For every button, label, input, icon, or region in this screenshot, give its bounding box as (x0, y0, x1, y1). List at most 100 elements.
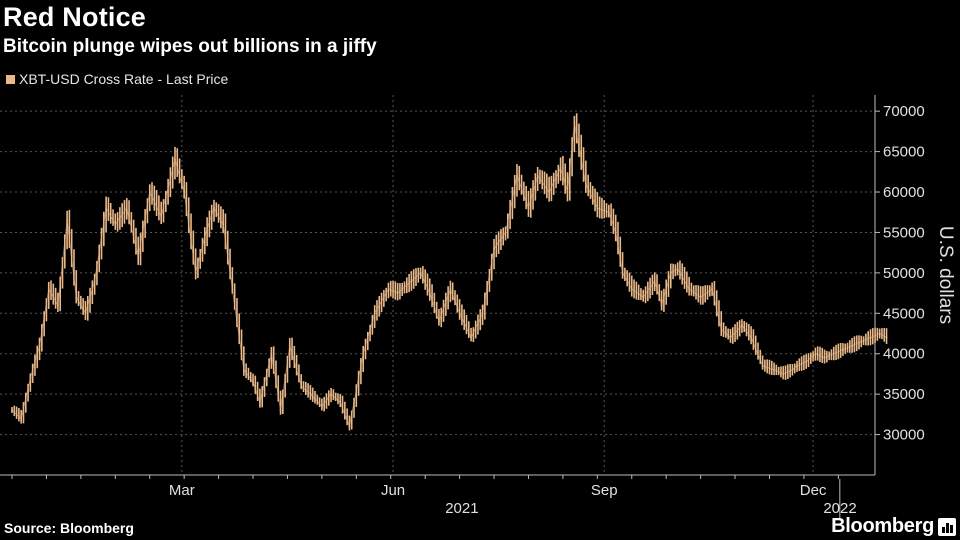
price-point (66, 219, 68, 222)
price-point (860, 340, 863, 343)
price-point (842, 348, 844, 351)
bloomberg-icon (938, 518, 956, 536)
price-point (20, 417, 23, 420)
price-point (791, 368, 794, 371)
price-point (125, 207, 128, 210)
price-point (559, 166, 562, 169)
price-point (438, 320, 440, 323)
year-label: 2021 (445, 500, 478, 517)
price-point (630, 288, 633, 290)
price-point (114, 223, 117, 226)
price-point (470, 336, 472, 339)
price-point (823, 356, 826, 359)
price-point (750, 336, 753, 339)
price-point (105, 207, 108, 210)
price-point (174, 158, 176, 161)
price-point (279, 409, 282, 412)
price-point (527, 207, 530, 210)
price-point (449, 288, 452, 290)
price-point (878, 332, 881, 335)
price-point (711, 288, 713, 290)
price-point (869, 336, 872, 339)
price-point (596, 207, 599, 210)
price-point (38, 344, 41, 347)
price-point (536, 174, 539, 177)
price-point (660, 304, 663, 307)
y-tick-label: 50000 (883, 265, 925, 282)
x-tick-label: Mar (169, 482, 195, 499)
price-point (814, 352, 817, 355)
price-point (548, 191, 551, 193)
price-point (84, 312, 87, 315)
price-point (741, 324, 743, 327)
price-point (137, 255, 140, 258)
y-tick-label: 45000 (883, 305, 925, 322)
price-point (419, 271, 422, 274)
y-tick-label: 55000 (883, 224, 925, 241)
chart-subtitle: Bitcoin plunge wipes out billions in a j… (3, 36, 377, 57)
price-point (270, 352, 273, 355)
x-tick-label: Dec (800, 482, 827, 499)
price-point (584, 183, 587, 185)
brand-logo: Bloomberg (831, 515, 934, 537)
price-point (676, 267, 679, 270)
x-tick-label: Sep (591, 482, 618, 499)
price-point (231, 288, 234, 290)
x-tick-label: Jun (381, 482, 405, 499)
price-point (206, 227, 209, 230)
price-point (504, 231, 507, 234)
price-point (362, 352, 365, 355)
price-point (796, 364, 798, 367)
y-tick-label: 70000 (883, 103, 925, 120)
y-tick-label: 60000 (883, 184, 925, 201)
price-point (699, 296, 702, 299)
price-point (805, 360, 808, 363)
price-point (642, 296, 645, 299)
y-tick-label: 35000 (883, 386, 925, 403)
price-point (29, 377, 32, 379)
price-point (213, 207, 215, 210)
price-point (47, 288, 50, 290)
price-point (458, 312, 461, 315)
price-point (428, 292, 431, 294)
price-point (614, 231, 617, 234)
price-point (330, 393, 332, 396)
price-point (885, 336, 888, 339)
price-point (11, 409, 13, 412)
price-point (387, 288, 390, 290)
price-point (57, 304, 59, 307)
price-point (832, 352, 835, 355)
y-axis-label: U.S. dollars (935, 226, 956, 324)
price-point (688, 288, 691, 290)
price-point (160, 215, 163, 218)
price-point (93, 280, 96, 282)
price-point (851, 344, 854, 347)
price-point (573, 122, 576, 125)
price-point (782, 373, 785, 375)
price-point (309, 393, 312, 396)
price-point (669, 271, 672, 274)
price-point (320, 405, 323, 408)
price-point (481, 312, 484, 315)
price-point (194, 271, 197, 274)
y-tick-label: 40000 (883, 346, 925, 363)
price-point (653, 280, 656, 282)
price-point (222, 223, 225, 226)
price-point (410, 280, 413, 282)
y-tick-label: 65000 (883, 144, 925, 161)
price-point (252, 381, 254, 383)
price-point (729, 336, 732, 339)
price-point (761, 364, 764, 367)
legend: XBT-USD Cross Rate - Last Price (6, 71, 228, 87)
price-point (348, 425, 351, 428)
price-point (148, 191, 151, 193)
price-point (516, 174, 518, 177)
price-line (11, 123, 887, 429)
price-point (493, 247, 495, 250)
legend-swatch (6, 74, 15, 84)
y-tick-label: 30000 (883, 427, 925, 444)
price-point (396, 292, 399, 294)
price-point (242, 368, 245, 371)
legend-label: XBT-USD Cross Rate - Last Price (19, 71, 229, 87)
price-point (720, 328, 723, 331)
